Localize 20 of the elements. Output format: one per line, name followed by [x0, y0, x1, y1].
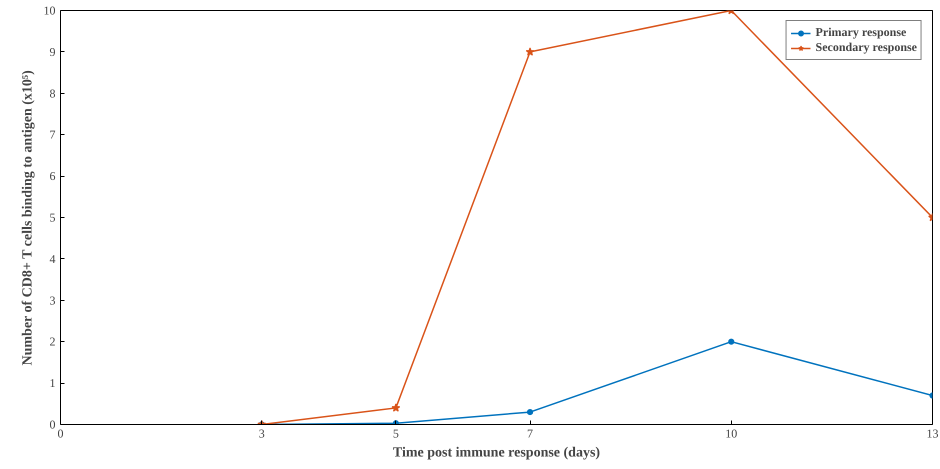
y-tick-label: 0 — [50, 418, 56, 432]
legend-label: Primary response — [816, 25, 906, 40]
x-tick-label: 7 — [527, 426, 534, 440]
x-tick-label: 10 — [725, 426, 738, 440]
x-tick-label: 3 — [258, 426, 265, 440]
y-tick-label: 9 — [50, 44, 56, 59]
y-tick-label: 10 — [44, 4, 56, 18]
y-tick-label: 5 — [50, 210, 56, 224]
y-tick-label: 4 — [50, 252, 56, 266]
y-axis-title: Number of CD8+ T cells binding to antigen (x10⁵) — [20, 70, 36, 366]
y-tick-label: 3 — [50, 293, 56, 308]
legend-label: Secondary response — [816, 40, 917, 55]
y-tick-label: 1 — [50, 376, 56, 390]
y-tick-label: 8 — [50, 86, 56, 100]
y-tick-label: 7 — [50, 128, 56, 142]
y-tick-label: 6 — [50, 169, 56, 184]
x-axis-title: Time post immune response (days) — [392, 446, 600, 460]
y-tick-label: 2 — [50, 334, 56, 349]
x-tick-label: 5 — [392, 426, 399, 440]
x-tick-label: 13 — [926, 426, 938, 440]
